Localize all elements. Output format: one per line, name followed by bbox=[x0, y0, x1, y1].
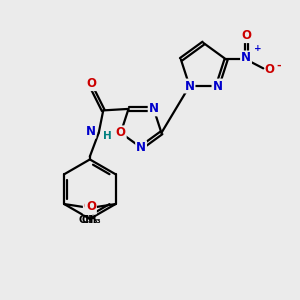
Text: O: O bbox=[86, 200, 96, 214]
Text: H: H bbox=[103, 131, 112, 141]
Text: N: N bbox=[241, 51, 251, 64]
Text: O: O bbox=[116, 126, 126, 139]
Text: O: O bbox=[84, 200, 94, 214]
Text: O: O bbox=[241, 29, 251, 42]
Text: CH₃: CH₃ bbox=[79, 215, 99, 225]
Text: -: - bbox=[276, 60, 281, 70]
Text: N: N bbox=[212, 80, 223, 92]
Text: O: O bbox=[86, 77, 96, 90]
Text: N: N bbox=[136, 141, 146, 154]
Text: N: N bbox=[85, 125, 95, 138]
Text: CH₃: CH₃ bbox=[81, 215, 101, 225]
Text: N: N bbox=[149, 102, 159, 116]
Text: O: O bbox=[265, 63, 275, 76]
Text: +: + bbox=[254, 44, 262, 52]
Text: N: N bbox=[184, 80, 194, 92]
